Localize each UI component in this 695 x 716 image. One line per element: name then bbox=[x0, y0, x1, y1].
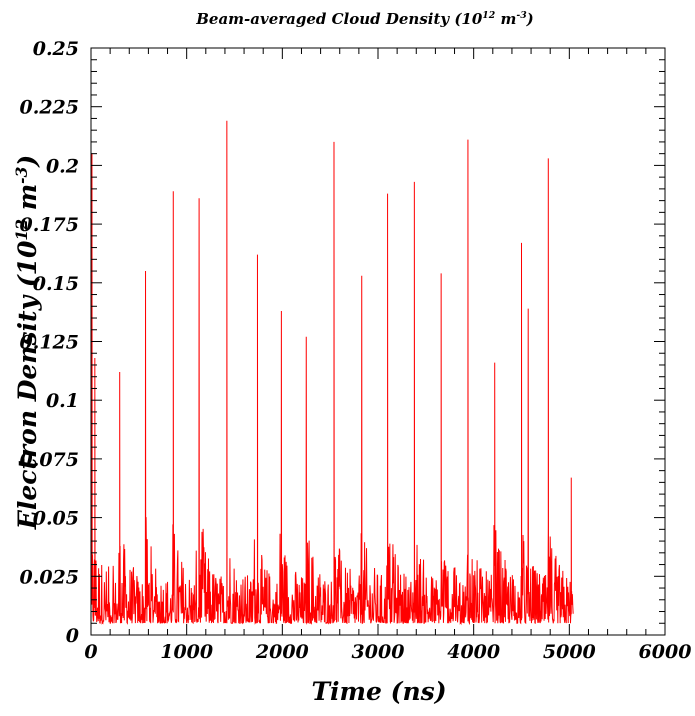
y-tick-label: 0.075 bbox=[20, 449, 80, 471]
x-tick-label: 3000 bbox=[352, 641, 405, 663]
y-tick-label: 0 bbox=[66, 625, 79, 647]
y-tick-label: 0.175 bbox=[20, 214, 80, 236]
x-tick-label: 4000 bbox=[447, 641, 500, 663]
chart-title: Beam-averaged Cloud Density (1012 m-3) bbox=[195, 10, 534, 28]
axis-ticks bbox=[90, 47, 666, 636]
y-tick-label: 0.05 bbox=[33, 508, 79, 530]
y-tick-label: 0.2 bbox=[46, 155, 79, 177]
y-tick-label: 0.125 bbox=[20, 332, 80, 354]
x-tick-labels: 0 1000 2000 3000 4000 5000 6000 bbox=[84, 641, 691, 663]
y-tick-labels: 0 0.025 0.05 0.075 0.1 0.125 0.15 0.175 0.2 0.225… bbox=[20, 38, 80, 647]
x-tick-label: 2000 bbox=[255, 641, 309, 663]
series-line bbox=[90, 120, 574, 626]
x-tick-label: 1000 bbox=[160, 641, 213, 663]
y-tick-label: 0.1 bbox=[46, 390, 79, 412]
x-axis-label: Time (ns) bbox=[311, 677, 446, 706]
y-tick-label: 0.025 bbox=[20, 566, 80, 588]
y-axis-label: Electron Density (1012 m-3) bbox=[12, 155, 42, 530]
y-tick-label: 0.15 bbox=[33, 273, 79, 295]
plot-frame bbox=[90, 47, 666, 636]
x-tick-label: 6000 bbox=[639, 641, 692, 663]
plot-area bbox=[90, 120, 574, 626]
x-tick-label: 0 bbox=[84, 641, 97, 663]
y-tick-label: 0.25 bbox=[33, 38, 79, 60]
x-tick-label: 5000 bbox=[543, 641, 596, 663]
y-tick-label: 0.225 bbox=[20, 97, 80, 119]
